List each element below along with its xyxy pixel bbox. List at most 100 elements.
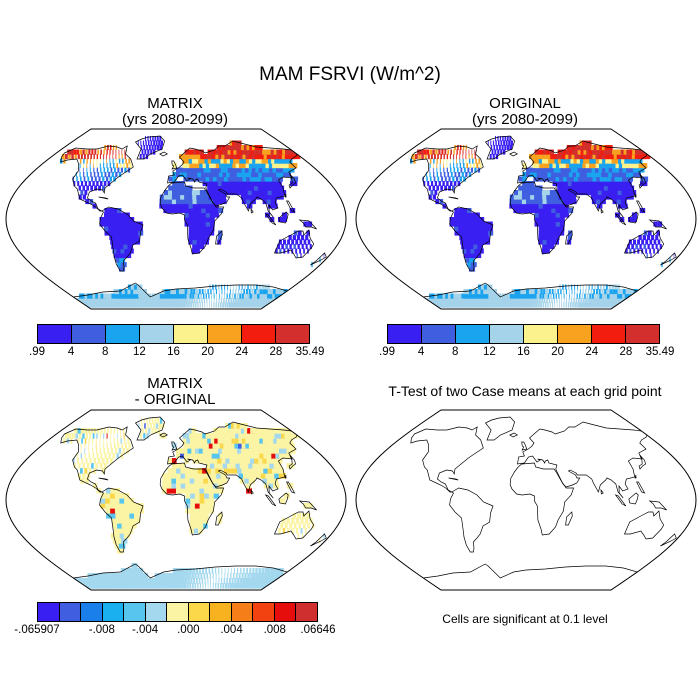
- grid-cell: [113, 176, 116, 182]
- grid-cell: [296, 528, 299, 534]
- grid-cell: [571, 199, 577, 205]
- grid-cell: [173, 583, 177, 589]
- grid-cell: [578, 302, 581, 308]
- grid-cell: [240, 194, 247, 200]
- grid-cell: [258, 568, 261, 574]
- grid-cell: [523, 302, 527, 308]
- grid-cell: [591, 199, 598, 205]
- grid-cell: [426, 149, 429, 155]
- grid-cell: [633, 248, 636, 254]
- grid-cell: [561, 298, 563, 304]
- coastline-philippines: [636, 200, 646, 213]
- grid-cell: [521, 194, 527, 200]
- grid-cell: [200, 458, 207, 464]
- grid-cell: [278, 528, 281, 534]
- grid-cell: [480, 235, 486, 241]
- grid-cell: [205, 163, 212, 169]
- grid-cell: [219, 468, 226, 474]
- grid-cell: [538, 212, 544, 218]
- grid-cell: [512, 293, 517, 299]
- grid-cell: [546, 298, 548, 304]
- grid-cell: [158, 423, 162, 429]
- grid-cell: [202, 302, 203, 308]
- grid-cell: [427, 154, 430, 160]
- grid-cell: [258, 172, 266, 178]
- grid-cell: [449, 221, 455, 227]
- grid-cell: [597, 284, 599, 290]
- grid-cell: [256, 289, 260, 295]
- grid-cell: [257, 302, 262, 308]
- colorbar-swatch: [274, 603, 297, 621]
- grid-cell: [207, 158, 213, 164]
- grid-cell: [239, 298, 243, 304]
- grid-cell: [184, 194, 189, 200]
- grid-cell: [102, 185, 105, 191]
- grid-cell: [622, 176, 630, 182]
- grid-cell: [121, 523, 128, 529]
- grid-cell: [559, 199, 565, 205]
- grid-cell: [107, 145, 109, 151]
- grid-cell: [246, 293, 250, 299]
- grid-cell: [191, 190, 197, 196]
- grid-cell: [467, 253, 474, 259]
- grid-cell: [203, 298, 205, 304]
- grid-cell: [575, 181, 582, 187]
- grid-cell: [113, 528, 121, 534]
- grid-cell: [207, 167, 213, 173]
- grid-cell: [303, 503, 309, 509]
- grid-cell: [200, 239, 205, 245]
- grid-cell: [194, 493, 201, 499]
- grid-cell: [194, 498, 201, 504]
- grid-cell: [238, 185, 245, 191]
- grid-cell: [244, 298, 248, 304]
- grid-cell: [609, 190, 616, 196]
- grid-cell: [165, 293, 169, 299]
- grid-cell: [263, 483, 271, 489]
- grid-cell: [513, 208, 519, 214]
- grid-cell: [551, 208, 557, 214]
- grid-cell: [148, 428, 151, 434]
- grid-cell: [201, 203, 206, 209]
- grid-cell: [267, 203, 274, 209]
- grid-cell: [116, 428, 118, 434]
- grid-cell: [92, 483, 98, 489]
- grid-cell: [555, 212, 561, 218]
- grid-cell: [187, 185, 193, 191]
- grid-cell: [551, 212, 557, 218]
- colorbar-tick-label: .004: [220, 624, 243, 636]
- grid-cell: [446, 181, 449, 187]
- grid-cell: [230, 443, 238, 449]
- grid-cell: [112, 154, 114, 160]
- grid-cell: [301, 244, 304, 250]
- grid-cell: [141, 423, 143, 429]
- grid-cell: [568, 289, 570, 295]
- grid-cell: [582, 298, 585, 304]
- grid-cell: [493, 293, 499, 299]
- grid-cell: [542, 212, 548, 218]
- grid-cell: [593, 190, 600, 196]
- grid-cell: [185, 568, 189, 574]
- grid-cell: [176, 302, 179, 308]
- grid-cell: [265, 298, 271, 304]
- grid-cell: [290, 181, 298, 187]
- grid-cell: [171, 478, 177, 484]
- grid-cell: [252, 568, 255, 574]
- grid-cell: [538, 190, 543, 196]
- grid-cell: [91, 149, 94, 155]
- grid-cell: [456, 158, 457, 164]
- grid-cell: [623, 194, 630, 200]
- grid-cell: [105, 498, 111, 504]
- grid-cell: [146, 418, 148, 424]
- grid-cell: [214, 438, 221, 444]
- grid-cell: [214, 181, 220, 187]
- grid-cell: [267, 284, 270, 290]
- grid-cell: [185, 508, 191, 514]
- grid-cell: [538, 199, 544, 205]
- map-border: [355, 128, 697, 310]
- grid-cell: [126, 235, 132, 241]
- grid-cell: [545, 248, 550, 254]
- grid-cell: [466, 163, 468, 169]
- grid-cell: [185, 493, 191, 499]
- grid-cell: [576, 185, 583, 191]
- grid-cell: [170, 298, 175, 304]
